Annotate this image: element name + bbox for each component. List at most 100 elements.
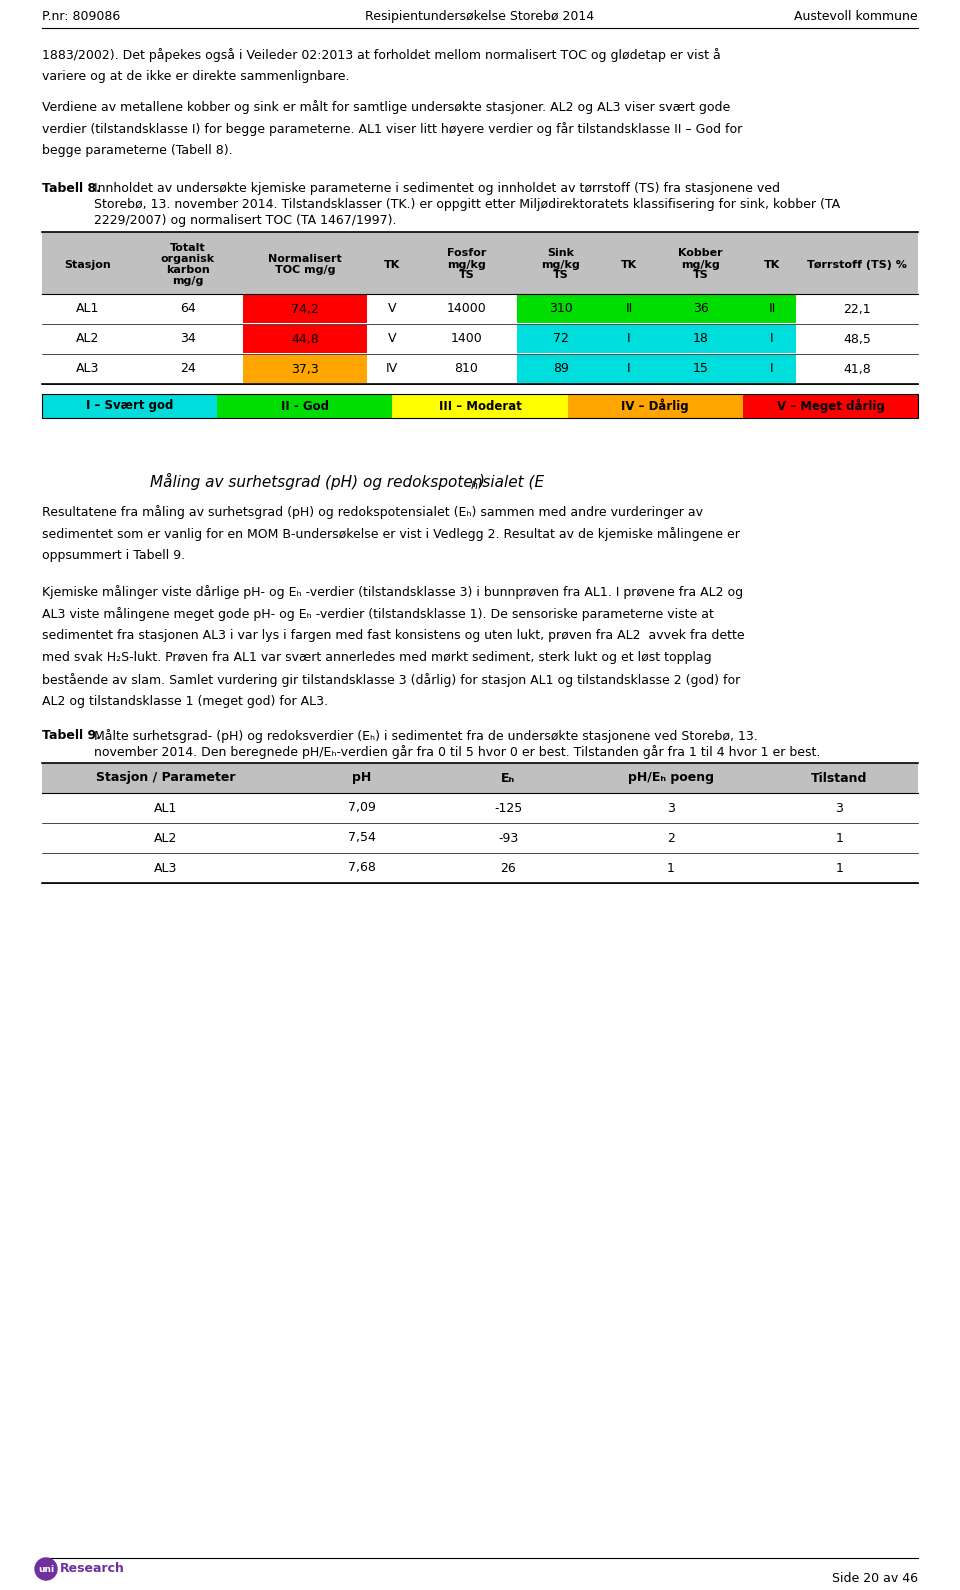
Bar	[243, 355, 368, 383]
Text: AL3 viste målingene meget gode pH- og Eₕ -verdier (tilstandsklasse 1). De sensor: AL3 viste målingene meget gode pH- og Eₕ…	[42, 607, 714, 622]
Bar	[42, 394, 217, 418]
Text: ): )	[479, 472, 485, 488]
Text: 7,54: 7,54	[348, 832, 376, 844]
Text: II: II	[768, 302, 776, 315]
Text: II: II	[625, 302, 633, 315]
Text: Tilstand: Tilstand	[811, 771, 868, 784]
Text: 89: 89	[553, 363, 568, 375]
Bar	[42, 394, 918, 418]
Text: TOC mg/g: TOC mg/g	[275, 266, 335, 275]
Text: begge parameterne (Tabell 8).: begge parameterne (Tabell 8).	[42, 145, 232, 157]
Text: 7,09: 7,09	[348, 801, 376, 814]
Text: 810: 810	[454, 363, 478, 375]
Text: Målte surhetsgrad- (pH) og redoksverdier (Eₕ) i sedimentet fra de undersøkte sta: Målte surhetsgrad- (pH) og redoksverdier…	[94, 728, 757, 743]
Text: 2: 2	[667, 832, 675, 844]
Text: Stasjon / Parameter: Stasjon / Parameter	[96, 771, 235, 784]
Text: Side 20 av 46: Side 20 av 46	[832, 1571, 918, 1585]
Text: TK: TK	[764, 259, 780, 269]
Text: P.nr: 809086: P.nr: 809086	[42, 10, 120, 22]
Bar	[654, 355, 797, 383]
Text: AL2 og tilstandsklasse 1 (meget god) for AL3.: AL2 og tilstandsklasse 1 (meget god) for…	[42, 695, 328, 708]
Bar	[42, 763, 918, 793]
Text: II - God: II - God	[280, 399, 328, 412]
Bar	[393, 394, 567, 418]
Polygon shape	[39, 1573, 53, 1580]
Text: III – Moderat: III – Moderat	[439, 399, 521, 412]
Text: mg/kg: mg/kg	[682, 259, 720, 269]
Text: mg/kg: mg/kg	[447, 259, 486, 269]
Text: TS: TS	[459, 270, 474, 280]
Text: V – Meget dårlig: V – Meget dårlig	[777, 399, 884, 413]
Text: 15: 15	[692, 363, 708, 375]
Text: AL1: AL1	[76, 302, 99, 315]
Text: 36: 36	[693, 302, 708, 315]
Text: Normalisert: Normalisert	[268, 254, 342, 264]
Text: 22,1: 22,1	[843, 302, 871, 315]
Text: h: h	[471, 482, 478, 491]
Text: IV: IV	[386, 363, 397, 375]
Text: Totalt: Totalt	[170, 243, 205, 253]
Text: Kjemiske målinger viste dårlige pH- og Eₕ -verdier (tilstandsklasse 3) i bunnprø: Kjemiske målinger viste dårlige pH- og E…	[42, 585, 743, 599]
Text: Eₕ: Eₕ	[501, 771, 516, 784]
Text: V: V	[388, 302, 396, 315]
Text: 26: 26	[500, 862, 516, 875]
Text: Fosfor: Fosfor	[446, 248, 486, 259]
Text: karbon: karbon	[166, 266, 210, 275]
Bar	[243, 324, 368, 353]
Text: verdier (tilstandsklasse I) for begge parameterne. AL1 viser litt høyere verdier: verdier (tilstandsklasse I) for begge pa…	[42, 122, 742, 137]
Bar	[243, 296, 368, 323]
Text: AL3: AL3	[154, 862, 178, 875]
Text: I: I	[627, 363, 631, 375]
Text: med svak H₂S-lukt. Prøven fra AL1 var svært annerledes med mørkt sediment, sterk: med svak H₂S-lukt. Prøven fra AL1 var sv…	[42, 650, 711, 665]
Text: Tabell 8.: Tabell 8.	[42, 181, 101, 196]
Bar	[516, 355, 654, 383]
Text: Tabell 9.: Tabell 9.	[42, 728, 101, 743]
Text: AL2: AL2	[76, 332, 99, 345]
Text: AL2: AL2	[154, 832, 178, 844]
Text: 24: 24	[180, 363, 196, 375]
Text: -125: -125	[494, 801, 522, 814]
Text: Research: Research	[60, 1563, 125, 1576]
Text: 64: 64	[180, 302, 196, 315]
Text: 72: 72	[553, 332, 568, 345]
Text: Tørrstoff (TS) %: Tørrstoff (TS) %	[807, 259, 907, 269]
Text: 3: 3	[835, 801, 843, 814]
Bar	[516, 296, 654, 323]
Text: AL3: AL3	[76, 363, 99, 375]
Text: Sink: Sink	[547, 248, 574, 259]
Text: 37,3: 37,3	[291, 363, 319, 375]
Text: I – Svært god: I – Svært god	[85, 399, 174, 412]
Text: uni: uni	[38, 1565, 54, 1574]
Text: 44,8: 44,8	[291, 332, 319, 345]
Text: -93: -93	[498, 832, 518, 844]
Text: TK: TK	[621, 259, 637, 269]
Bar	[42, 232, 918, 294]
Text: Resultatene fra måling av surhetsgrad (pH) og redokspotensialet (Eₕ) sammen med : Resultatene fra måling av surhetsgrad (p…	[42, 506, 703, 518]
Text: mg/g: mg/g	[172, 277, 204, 286]
Bar	[217, 394, 393, 418]
Text: 34: 34	[180, 332, 196, 345]
Text: V: V	[388, 332, 396, 345]
Text: AL1: AL1	[154, 801, 178, 814]
Text: 48,5: 48,5	[843, 332, 871, 345]
Text: 1: 1	[835, 832, 843, 844]
Text: 1400: 1400	[450, 332, 482, 345]
Text: 7,68: 7,68	[348, 862, 376, 875]
Text: organisk: organisk	[161, 254, 215, 264]
Text: sedimentet fra stasjonen AL3 i var lys i fargen med fast konsistens og uten lukt: sedimentet fra stasjonen AL3 i var lys i…	[42, 630, 745, 642]
Text: 1: 1	[667, 862, 675, 875]
Text: 18: 18	[692, 332, 708, 345]
Text: TS: TS	[553, 270, 568, 280]
Text: 74,2: 74,2	[291, 302, 319, 315]
Text: 1: 1	[835, 862, 843, 875]
Text: bestående av slam. Samlet vurdering gir tilstandsklasse 3 (dårlig) for stasjon A: bestående av slam. Samlet vurdering gir …	[42, 673, 740, 687]
Text: TS: TS	[693, 270, 708, 280]
Text: I: I	[770, 363, 774, 375]
Text: Resipientundersøkelse Storebø 2014: Resipientundersøkelse Storebø 2014	[366, 10, 594, 22]
Text: mg/kg: mg/kg	[541, 259, 580, 269]
Text: Verdiene av metallene kobber og sink er målt for samtlige undersøkte stasjoner. : Verdiene av metallene kobber og sink er …	[42, 100, 731, 114]
Bar	[743, 394, 918, 418]
Bar	[654, 296, 797, 323]
Text: 310: 310	[549, 302, 572, 315]
Text: IV – Dårlig: IV – Dårlig	[621, 399, 689, 413]
